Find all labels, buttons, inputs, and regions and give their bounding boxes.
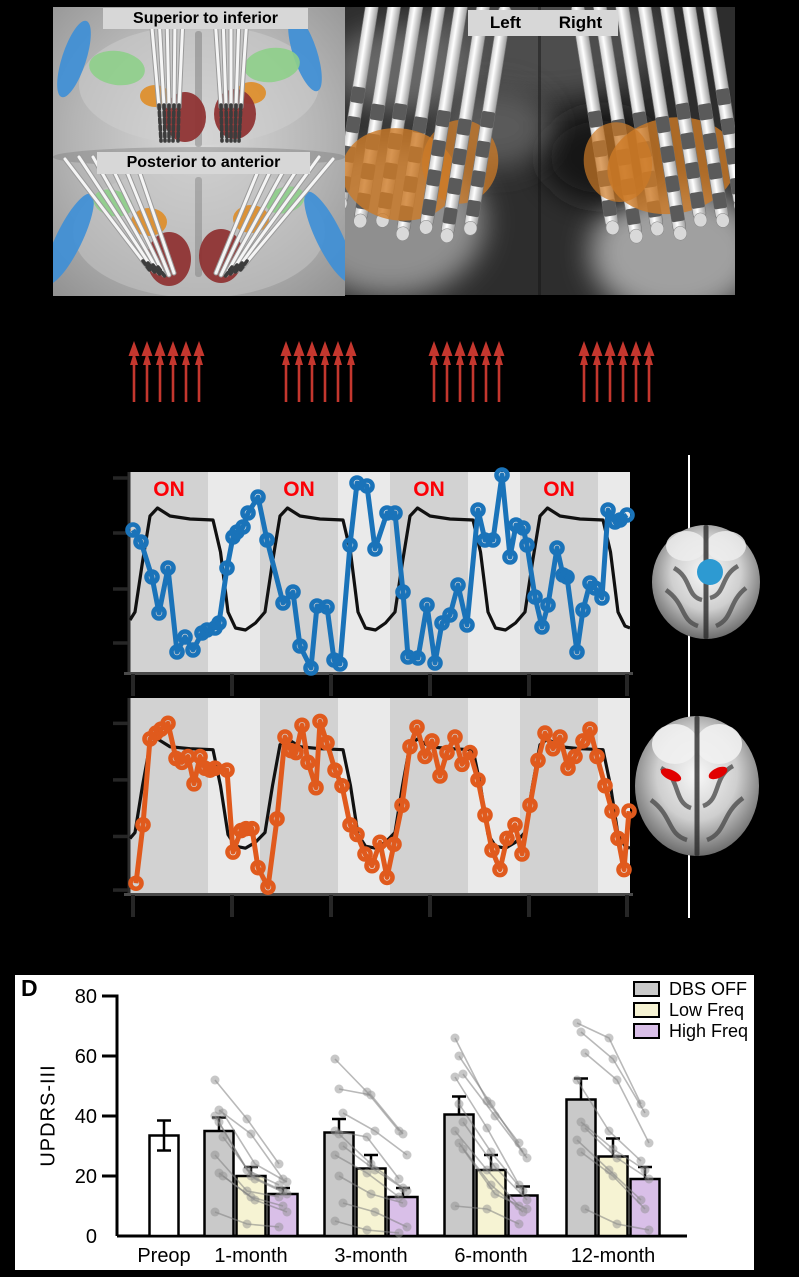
arrow-group <box>280 341 357 402</box>
svg-text:1-month: 1-month <box>214 1245 287 1267</box>
roi-marker-red-right <box>708 766 728 780</box>
axial-brain-inset-top <box>652 525 760 639</box>
roi-marker-blue <box>697 559 723 585</box>
svg-text:6-month: 6-month <box>454 1245 527 1267</box>
arrow-group <box>428 341 505 402</box>
axial-brain-inset-bottom <box>635 716 759 856</box>
arrow-group <box>578 341 655 402</box>
legend-swatch-dbs-off <box>633 981 660 997</box>
svg-text:ON: ON <box>283 478 315 501</box>
left-hemisphere-label: Left <box>489 13 522 32</box>
legend-row-dbs-off: DBS OFF <box>633 979 747 999</box>
view-label-posterior-anterior: Posterior to anterior <box>97 152 310 174</box>
panel-d-bar-chart: D UPDRS-III 0 20 40 60 80 Preop 1-month 3-month… <box>15 975 754 1270</box>
legend-label-low-freq: Low Freq <box>669 999 745 1020</box>
roi-brain-insets <box>635 455 760 918</box>
legend-swatch-low-freq <box>633 1002 660 1018</box>
svg-text:40: 40 <box>75 1106 97 1128</box>
lead-bundle-right <box>571 7 735 244</box>
legend-row-high-freq: High Freq <box>633 1021 748 1041</box>
svg-text:3-month: 3-month <box>334 1245 407 1267</box>
svg-text:ON: ON <box>413 478 445 501</box>
bar-chart-canvas: 0 20 40 60 80 Preop 1-month 3-month 6-month 12-mo… <box>75 986 687 1267</box>
svg-text:Preop: Preop <box>137 1245 190 1267</box>
electrode-leads-view2 <box>62 154 336 280</box>
timeseries-plot-blue: ON ON ON ON <box>113 467 635 696</box>
svg-text:60: 60 <box>75 1046 97 1068</box>
lead-bundle-left <box>345 7 512 243</box>
svg-text:80: 80 <box>75 986 97 1008</box>
electrode-leads-view1 <box>148 14 250 143</box>
panel-letter-d: D <box>21 975 38 1001</box>
svg-text:ON: ON <box>153 478 185 501</box>
legend-swatch-high-freq <box>633 1023 660 1039</box>
panel-a-electrode-atlas: Superior to inferior Posterior to anteri… <box>53 7 345 296</box>
legend-label-dbs-off: DBS OFF <box>669 978 748 999</box>
hemisphere-label-box: Left Right <box>468 10 618 36</box>
legend-label-high-freq: High Freq <box>669 1020 749 1041</box>
panel-b-lead-render: Left Right <box>345 7 735 295</box>
lead-render-illustration <box>345 7 735 295</box>
stimulation-arrow-groups <box>128 341 655 402</box>
roi-marker-red-left <box>660 768 682 782</box>
svg-text:20: 20 <box>75 1166 97 1188</box>
svg-text:ON: ON <box>543 478 575 501</box>
arrow-group <box>128 341 205 402</box>
timeseries-plot-orange <box>113 698 637 917</box>
view-label-superior-inferior: Superior to inferior <box>103 8 308 29</box>
right-hemisphere-label: Right <box>558 13 603 32</box>
legend-row-low-freq: Low Freq <box>633 1000 744 1020</box>
y-axis-title: UPDRS-III <box>37 1064 60 1167</box>
svg-text:12-month: 12-month <box>571 1245 656 1267</box>
svg-text:0: 0 <box>86 1226 97 1248</box>
